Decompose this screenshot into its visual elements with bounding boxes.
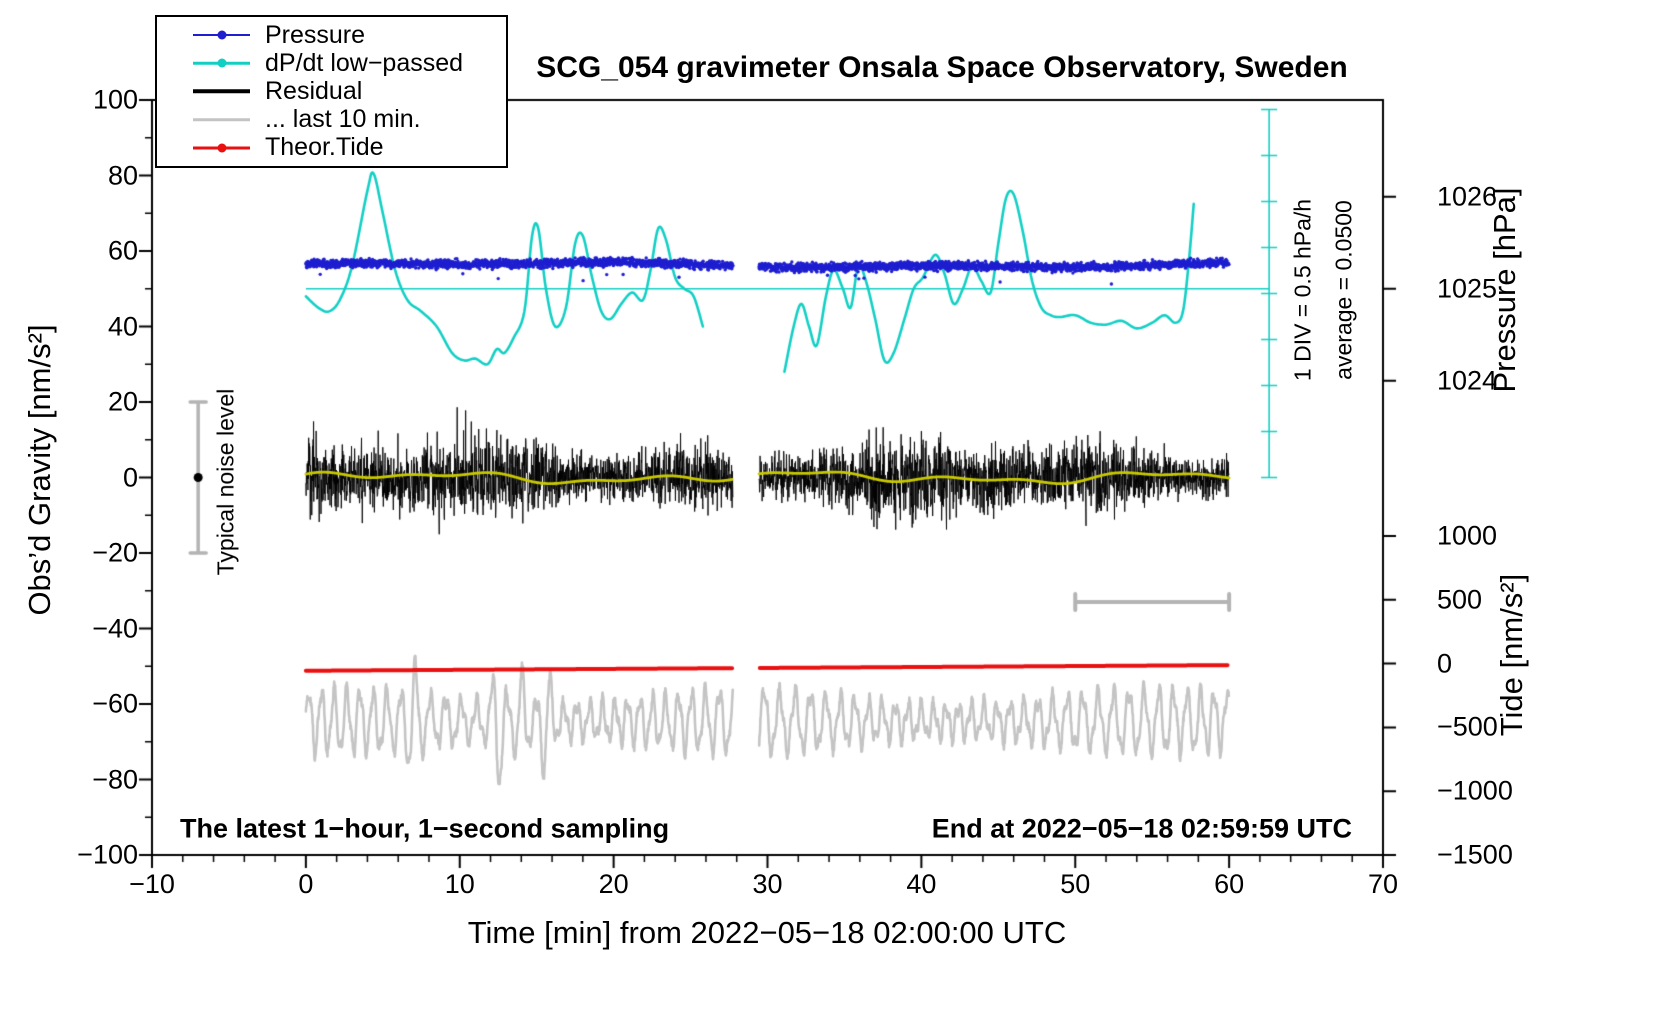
end-time-note: End at 2022−05−18 02:59:59 UTC	[931, 813, 1352, 844]
y-tick-label-tide: −500	[1437, 711, 1498, 742]
y-tick-label-gravity: −60	[92, 688, 138, 719]
x-tick-label: 20	[598, 869, 629, 899]
y-tick-label-gravity: 40	[107, 311, 138, 341]
y-tick-label-gravity: 20	[107, 386, 138, 417]
y-tick-label-gravity: 80	[107, 160, 138, 190]
legend-sample-line	[193, 107, 250, 133]
legend-label: Residual	[265, 76, 363, 105]
legend-label: Theor.Tide	[265, 133, 384, 162]
y-tick-label-tide: 1000	[1437, 520, 1498, 551]
legend-label: Pressure	[265, 20, 366, 49]
y-tick-label-gravity: 60	[107, 235, 138, 266]
legend: Pressure dP/dt low−passed Residual... last…	[155, 15, 508, 168]
legend-sample-line	[193, 22, 250, 48]
dpdt-average-annotation: average = 0.0500	[1330, 200, 1357, 380]
legend-item: dP/dt low−passed	[157, 48, 506, 77]
legend-item: Pressure	[157, 20, 506, 49]
y-axis-label-gravity: Obs’d Gravity [nm/s²]	[22, 324, 57, 616]
x-tick-label: 50	[1060, 869, 1091, 899]
legend-sample-line	[193, 78, 250, 104]
x-tick-label: 40	[906, 869, 937, 899]
legend-marker-dot	[217, 58, 226, 68]
x-tick-label: 60	[1214, 869, 1245, 899]
legend-sample-line	[193, 50, 250, 76]
y-tick-label-pressure: 1026	[1437, 181, 1498, 212]
y-tick-label-tide: 0	[1437, 648, 1453, 679]
y-tick-label-gravity: −80	[92, 764, 138, 794]
y-axis-label-pressure: Pressure [hPa]	[1487, 187, 1522, 393]
legend-marker-dot	[217, 30, 226, 40]
legend-label: dP/dt low−passed	[265, 48, 464, 77]
legend-marker-dot	[217, 143, 226, 153]
y-tick-label-gravity: 0	[122, 462, 138, 492]
y-tick-label-tide: 500	[1437, 584, 1483, 615]
plot-title: SCG_054 gravimeter Onsala Space Observat…	[536, 51, 1348, 84]
dpdt-scale-annotation: 1 DIV = 0.5 hPa/h	[1289, 198, 1316, 382]
y-axis-label-tide: Tide [nm/s²]	[1494, 573, 1529, 737]
x-tick-label: 10	[444, 869, 475, 899]
y-tick-label-gravity: −40	[92, 613, 138, 643]
y-tick-label-gravity: −100	[77, 839, 138, 870]
x-tick-label: 70	[1367, 869, 1399, 899]
noise-level-annotation: Typical noise level	[212, 388, 239, 576]
x-tick-label: 0	[298, 869, 314, 899]
y-tick-label-pressure: 1024	[1437, 365, 1498, 396]
legend-label: ... last 10 min.	[265, 105, 421, 134]
legend-item: ... last 10 min.	[157, 105, 506, 134]
x-tick-label: 30	[752, 869, 783, 899]
x-tick-label: −10	[129, 869, 175, 899]
legend-item: Theor.Tide	[157, 133, 506, 162]
y-tick-label-tide: −1000	[1437, 775, 1513, 806]
legend-item: Residual	[157, 76, 506, 105]
y-tick-label-gravity: 100	[92, 84, 138, 115]
y-tick-label-pressure: 1025	[1437, 273, 1498, 304]
legend-sample-line	[193, 135, 250, 161]
sampling-note: The latest 1−hour, 1−second sampling	[180, 813, 670, 844]
x-axis-label: Time [min] from 2022−05−18 02:00:00 UTC	[467, 915, 1067, 950]
y-tick-label-gravity: −20	[92, 537, 138, 568]
y-tick-label-tide: −1500	[1437, 839, 1513, 870]
